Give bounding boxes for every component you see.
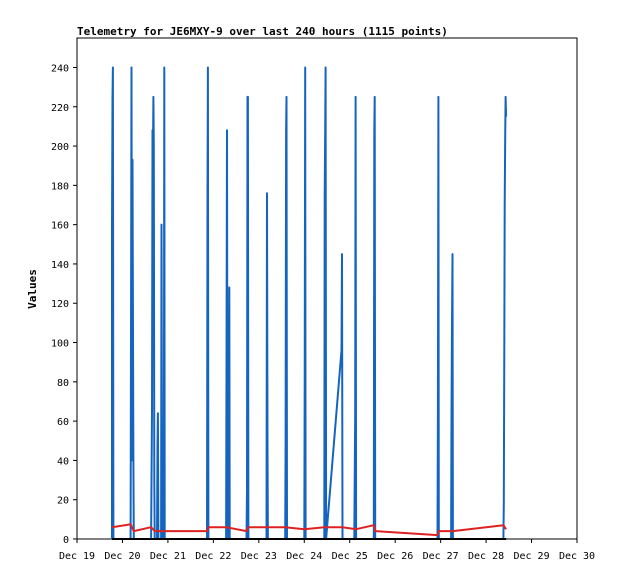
x-axis-ticks: Dec 19 Dec 20 Dec 21 Dec 22 Dec 23 Dec 24 Dec … [59,539,595,562]
y-tick-label: 140 [51,260,69,271]
x-tick-label: Dec 24 [286,551,322,562]
y-tick-label: 200 [51,142,69,153]
y-tick-label: 120 [51,299,69,310]
y-axis-label: Values [26,269,39,309]
series-line-1 [111,66,508,540]
x-tick-label: Dec 30 [559,551,595,562]
y-tick-label: 0 [63,535,69,546]
x-tick-label: Dec 20 [104,551,140,562]
x-tick-label: Dec 28 [468,551,504,562]
y-tick-label: 40 [57,456,69,467]
y-tick-label: 100 [51,339,69,350]
x-tick-label: Dec 27 [423,551,459,562]
y-tick-label: 240 [51,63,69,74]
x-tick-label: Dec 25 [332,551,368,562]
y-tick-label: 60 [57,417,69,428]
x-tick-label: Dec 23 [241,551,277,562]
x-tick-label: Dec 19 [59,551,95,562]
y-tick-label: 20 [57,496,69,507]
x-tick-label: Dec 21 [150,551,186,562]
series-layer [111,66,508,540]
x-tick-label: Dec 22 [195,551,231,562]
chart-title: Telemetry for JE6MXY-9 over last 240 hou… [77,25,448,38]
y-tick-label: 180 [51,181,69,192]
x-tick-label: Dec 26 [377,551,413,562]
y-tick-label: 220 [51,103,69,114]
y-tick-label: 160 [51,221,69,232]
x-tick-label: Dec 29 [513,551,549,562]
y-tick-label: 80 [57,378,69,389]
y-axis-ticks: 0 20 40 60 80 100 120 140 160 180 200 220 240 [51,63,77,546]
series-line-2 [111,523,507,537]
